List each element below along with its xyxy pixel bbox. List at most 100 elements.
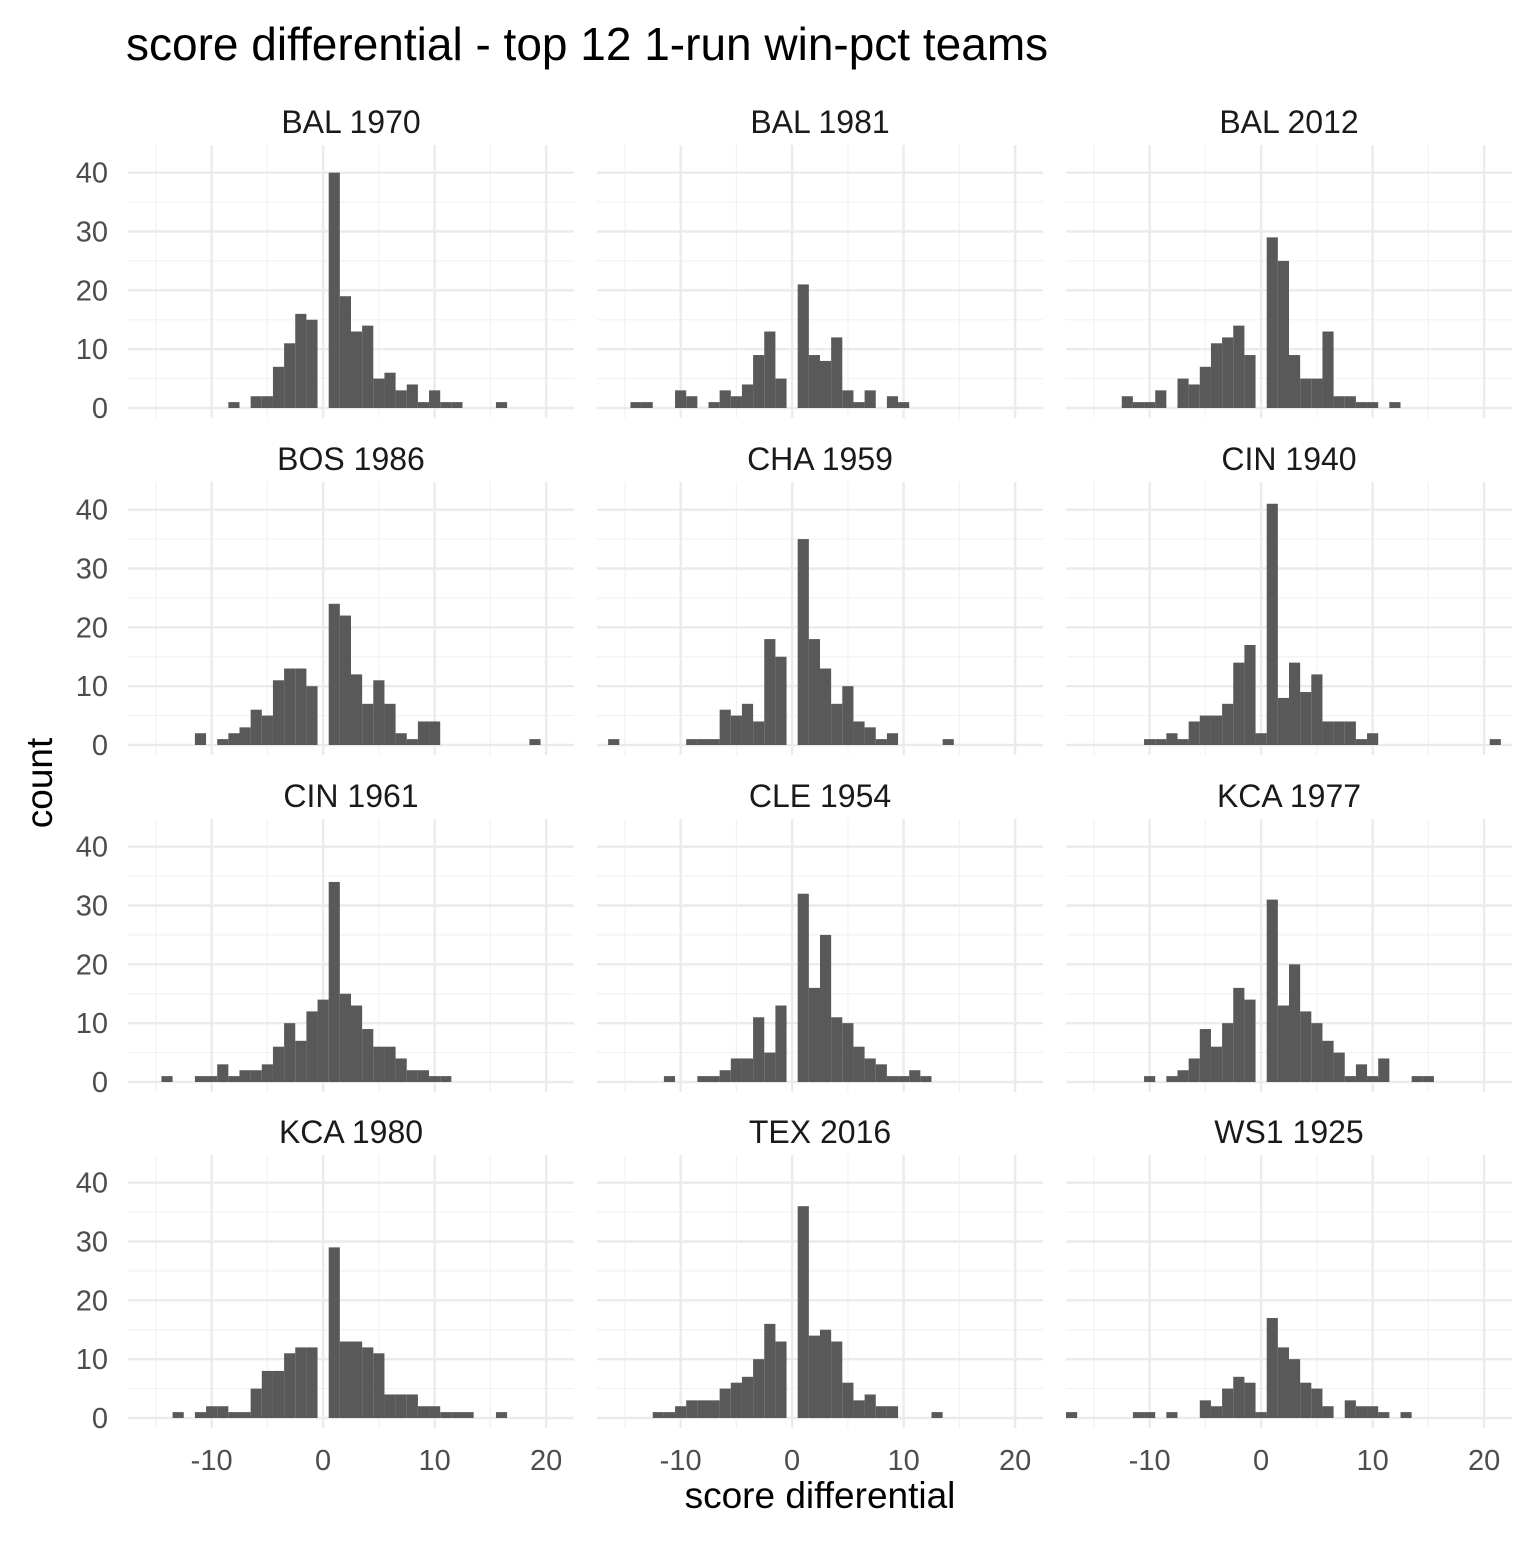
histogram-bar <box>1344 1400 1356 1418</box>
histogram-bar <box>1289 355 1301 408</box>
histogram-bar <box>797 284 809 408</box>
histogram-bar <box>306 319 318 408</box>
x-tick-label: 10 <box>418 1445 450 1477</box>
histogram-bar <box>206 1406 218 1418</box>
y-tick-label: 20 <box>76 1285 108 1317</box>
histogram-bar <box>417 1070 430 1082</box>
histogram-bar <box>261 1370 273 1418</box>
facet-panels: BAL 1970 0 10 20 30 40 BAL 1981 BAL 2012 BOS 198… <box>76 104 1512 1477</box>
histogram-bar <box>708 402 720 408</box>
histogram-bar <box>1199 366 1211 408</box>
histogram-bar <box>1311 378 1323 408</box>
histogram-bar <box>1166 733 1178 745</box>
histogram-bar <box>295 668 307 745</box>
histogram-bar <box>406 739 418 745</box>
histogram-bar <box>228 1412 240 1418</box>
histogram-bar <box>820 1329 832 1418</box>
histogram-bar <box>820 934 832 1082</box>
facet-panel: KCA 1977 <box>1066 778 1512 1092</box>
histogram-bar <box>708 739 720 745</box>
histogram-bar <box>1210 715 1223 745</box>
histogram-bar <box>652 1412 664 1418</box>
histogram-bar <box>1177 739 1189 745</box>
histogram-bar <box>730 1058 742 1082</box>
histogram-bar <box>1266 1317 1278 1418</box>
histogram-bar <box>429 1406 441 1418</box>
x-tick-label: 20 <box>999 1445 1031 1477</box>
histogram-bar <box>250 1388 262 1418</box>
histogram-bar <box>1066 1412 1078 1418</box>
histogram-bar <box>272 1046 285 1082</box>
histogram-bar <box>239 1070 251 1082</box>
histogram-bar <box>1311 1023 1323 1082</box>
histogram-bar <box>1300 692 1312 745</box>
histogram-bar <box>1155 390 1167 408</box>
x-tick-label: -10 <box>660 1445 702 1477</box>
histogram-bar <box>261 715 273 745</box>
histogram-bar <box>1355 402 1368 408</box>
histogram-bar <box>1155 739 1167 745</box>
histogram-bar <box>842 1023 854 1082</box>
y-tick-label: 0 <box>92 1403 108 1435</box>
facet-strip-label: KCA 1980 <box>279 1114 423 1150</box>
histogram-bar <box>194 733 207 745</box>
histogram-bar <box>797 539 809 745</box>
histogram-bar <box>753 1017 765 1082</box>
histogram-bar <box>920 1076 932 1082</box>
facet-strip-label: CIN 1961 <box>283 778 418 814</box>
histogram-bar <box>1233 662 1245 745</box>
histogram-bar <box>663 1412 676 1418</box>
histogram-bar <box>1300 378 1312 408</box>
histogram-bar <box>1266 899 1278 1082</box>
histogram-bar <box>339 1341 351 1418</box>
histogram-bar <box>284 1353 296 1418</box>
histogram-bar <box>172 1412 184 1418</box>
facet-panel: BAL 1981 <box>597 104 1043 418</box>
histogram-bar <box>161 1076 173 1082</box>
facet-strip-label: BAL 2012 <box>1219 104 1358 140</box>
y-axis-title: count <box>19 737 60 828</box>
histogram-bar <box>864 390 876 408</box>
histogram-bar <box>886 733 899 745</box>
histogram-bar <box>1389 402 1401 408</box>
histogram-bar <box>1344 396 1356 408</box>
y-tick-label: 0 <box>92 1067 108 1099</box>
histogram-bar <box>775 1341 787 1418</box>
histogram-bar <box>1132 402 1145 408</box>
histogram-bar <box>1210 343 1223 408</box>
histogram-bar <box>864 1058 876 1082</box>
histogram-bar <box>1300 1011 1312 1082</box>
histogram-bar <box>284 1023 296 1082</box>
histogram-bar <box>406 1070 418 1082</box>
facet-panel: BOS 1986 0 10 20 30 40 <box>76 441 574 762</box>
histogram-bar <box>808 355 820 408</box>
y-tick-label: 20 <box>76 949 108 981</box>
histogram-bar <box>306 1347 318 1418</box>
histogram-bar <box>1344 721 1356 745</box>
histogram-bar <box>775 1005 787 1082</box>
histogram-bar <box>1222 337 1234 408</box>
histogram-bar <box>675 390 687 408</box>
histogram-bar <box>753 1359 765 1418</box>
histogram-bar <box>875 1064 887 1082</box>
histogram-bar <box>741 384 754 408</box>
histogram-bar <box>373 378 385 408</box>
histogram-bar <box>1367 1076 1379 1082</box>
histogram-bar <box>1199 1029 1211 1082</box>
histogram-bar <box>797 893 809 1082</box>
histogram-bar <box>831 337 843 408</box>
histogram-bar <box>886 1076 899 1082</box>
histogram-bar <box>217 739 229 745</box>
histogram-bar <box>686 396 698 408</box>
histogram-bar <box>339 615 351 745</box>
histogram-bar <box>429 1076 441 1082</box>
y-tick-label: 20 <box>76 612 108 644</box>
histogram-bar <box>1367 402 1379 408</box>
histogram-bar <box>1222 1023 1234 1082</box>
histogram-bar <box>697 739 709 745</box>
histogram-bar <box>1244 644 1256 745</box>
histogram-bar <box>328 1247 340 1418</box>
histogram-bar <box>1222 1388 1234 1418</box>
histogram-bar <box>194 1412 207 1418</box>
